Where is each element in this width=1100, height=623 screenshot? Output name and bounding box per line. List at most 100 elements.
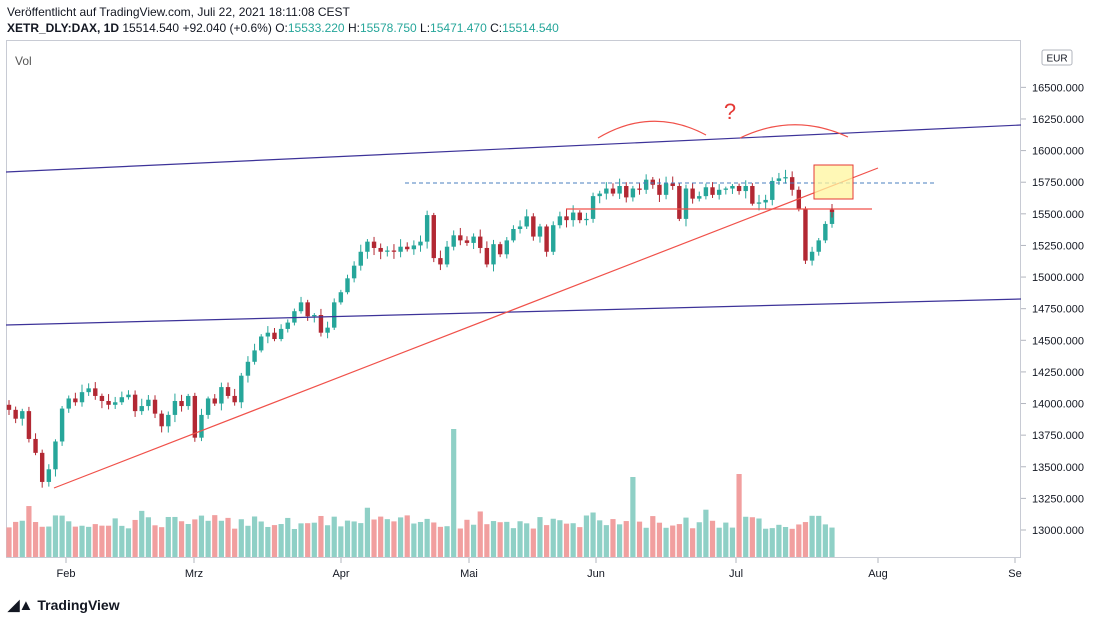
volume-bar — [623, 521, 629, 557]
published-line: Veröffentlicht auf TradingView.com, Juli… — [7, 5, 350, 19]
volume-bar — [703, 509, 709, 557]
volume-bar — [152, 525, 158, 557]
candle-body — [683, 188, 689, 219]
question-annotation: ? — [724, 99, 736, 124]
volume-bar — [444, 526, 450, 557]
candle-body — [710, 187, 715, 195]
volume-bar — [809, 515, 815, 557]
volume-bar — [371, 519, 377, 557]
candle-body — [212, 398, 217, 404]
y-tick-label: 16000.000 — [1032, 146, 1084, 158]
volume-bar — [271, 525, 278, 557]
high-value: 15578.750 — [359, 21, 417, 35]
candle-body — [99, 395, 105, 401]
brand-name: TradingView — [37, 597, 120, 613]
high-label: H: — [347, 21, 360, 35]
candle-body — [829, 212, 835, 224]
volume-bar — [258, 521, 264, 557]
volume-bar — [105, 525, 112, 557]
volume-bar — [331, 516, 337, 557]
candle-body — [743, 186, 748, 192]
candle-body — [378, 247, 383, 252]
volume-bar — [384, 519, 390, 557]
y-tick-label: 14750.000 — [1032, 304, 1084, 316]
volume-bar — [776, 524, 782, 557]
candle-body — [624, 186, 629, 198]
candle-body — [776, 178, 782, 181]
candle-body — [823, 223, 828, 241]
candle-body — [405, 246, 410, 250]
volume-bar — [709, 520, 716, 557]
volume-bar — [178, 521, 185, 557]
candle-body — [239, 375, 244, 403]
highlight-box — [813, 164, 854, 200]
volume-bar — [590, 512, 596, 557]
close-value: 15514.540 — [502, 21, 559, 35]
candle-body — [458, 235, 463, 241]
volume-bar — [26, 506, 32, 557]
candle-body — [119, 397, 125, 403]
candle-body — [597, 193, 602, 197]
candle-body — [484, 247, 490, 265]
candle-body — [816, 240, 821, 252]
low-value: 15471.470 — [430, 21, 487, 35]
volume-bar — [683, 517, 689, 557]
volume-bar — [696, 522, 702, 557]
volume-bar — [504, 521, 510, 557]
candle-body — [86, 388, 91, 393]
volume-bar — [557, 520, 563, 557]
volume-bar — [431, 522, 437, 557]
candle-body — [325, 327, 330, 333]
candle-body — [219, 387, 224, 404]
volume-bar — [318, 515, 324, 557]
candle-body — [272, 332, 277, 340]
close-label: C: — [490, 21, 503, 35]
volume-bar — [510, 528, 517, 557]
volume-bar — [225, 517, 231, 557]
volume-bar — [39, 526, 45, 557]
volume-bar — [112, 518, 118, 557]
open-label: O: — [275, 21, 288, 35]
volume-bar — [66, 521, 72, 557]
volume-bar — [198, 515, 205, 557]
volume-bar — [676, 524, 682, 557]
currency-badge[interactable] — [1041, 49, 1073, 66]
candle-body — [544, 226, 549, 252]
volume-bar — [424, 518, 430, 557]
candle-body — [292, 311, 297, 323]
candle-body — [770, 180, 775, 200]
volume-bar — [822, 524, 828, 557]
candle-body — [6, 404, 12, 410]
low-label: L: — [420, 21, 431, 35]
candle-body — [139, 406, 144, 412]
candle-body — [617, 186, 622, 194]
axis-layer: 13000.000 13250.000 13500.000 13750.000 1400… — [57, 82, 1084, 580]
candle-body — [431, 215, 436, 259]
lower-channel-line — [5, 298, 1022, 326]
candle-body — [809, 251, 815, 261]
volume-bar — [125, 528, 132, 557]
candle-body — [59, 408, 65, 442]
symbol-label[interactable]: XETR_DLY:DAX, 1D — [7, 21, 120, 35]
candle-body — [504, 240, 509, 255]
candle-body — [365, 241, 370, 252]
tradingview-logo[interactable]: ◢▲ TradingView — [8, 596, 120, 614]
volume-bar — [570, 523, 576, 557]
candle-body — [677, 186, 682, 219]
candle-body — [577, 212, 582, 221]
candle-body — [716, 189, 722, 195]
volume-bar — [165, 516, 171, 557]
y-tick-label: 15500.000 — [1032, 209, 1084, 221]
volume-bar — [232, 528, 238, 557]
volume-bar — [530, 528, 536, 557]
candle-body — [750, 186, 755, 204]
candle-body — [657, 184, 662, 195]
volume-bar — [132, 519, 138, 557]
volume-bar — [497, 522, 503, 557]
candle-body — [318, 315, 324, 333]
candle-body — [245, 361, 251, 376]
volume-bar — [278, 524, 284, 557]
y-tick-label: 14000.000 — [1032, 399, 1084, 411]
volume-bar — [99, 525, 105, 557]
